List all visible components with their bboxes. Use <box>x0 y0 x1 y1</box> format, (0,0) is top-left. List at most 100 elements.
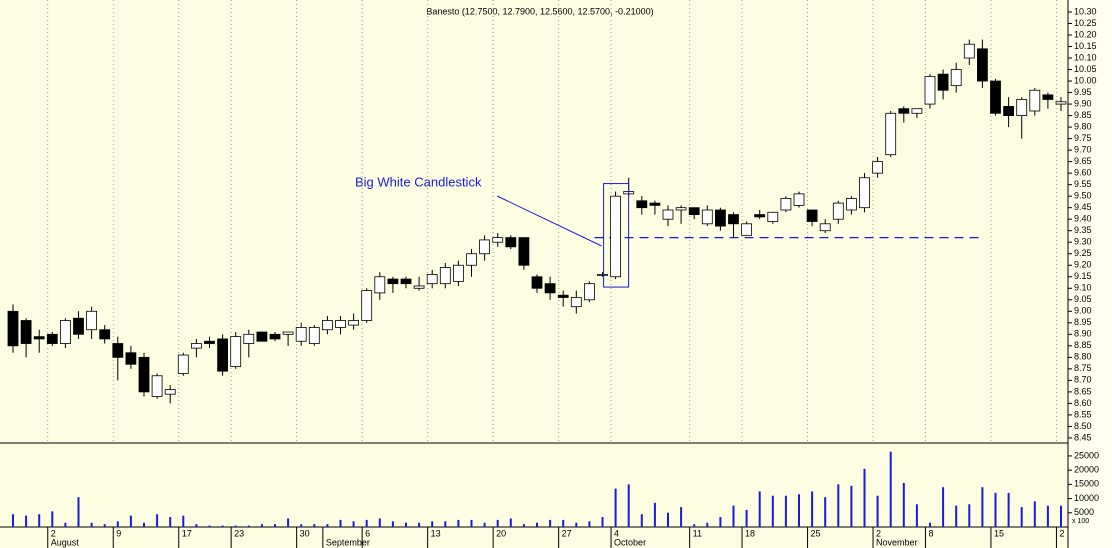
candle-body <box>1016 99 1028 116</box>
candle-body <box>361 290 373 321</box>
annotation-pointer <box>496 195 602 247</box>
volume-bar <box>470 519 473 527</box>
y-tick-label: 9.70 <box>1074 144 1092 154</box>
candle-body <box>492 237 504 243</box>
candle-body <box>439 267 451 285</box>
volume-bar <box>876 495 879 527</box>
y-tick-label: 9.85 <box>1074 110 1092 120</box>
x-tick-label: 15 <box>994 528 1004 538</box>
candle-body <box>60 320 71 344</box>
volume-bar <box>955 505 958 527</box>
candle-body <box>1055 101 1067 105</box>
candle-body <box>348 320 360 326</box>
candle-body <box>518 237 530 266</box>
candle-body <box>597 274 608 276</box>
candle-body <box>190 343 202 349</box>
volume-bar <box>601 517 604 527</box>
volume-bar <box>994 492 997 527</box>
y-tick-label: 9.75 <box>1074 133 1092 143</box>
volume-bar <box>365 519 368 527</box>
candle-body <box>204 340 215 344</box>
volume-bar <box>745 509 748 527</box>
volume-bar <box>784 495 787 527</box>
volume-bar <box>418 522 421 527</box>
volume-bar <box>300 524 303 527</box>
candle-body <box>20 320 32 344</box>
volume-bar <box>483 522 486 527</box>
y-tick-label: 9.15 <box>1074 271 1092 281</box>
volume-bar <box>247 525 250 527</box>
candle-body <box>584 283 595 301</box>
volume-bar <box>1020 507 1023 527</box>
volume-bar <box>929 522 931 527</box>
candle-body <box>138 356 150 393</box>
candle-body <box>426 274 438 285</box>
candle-body <box>1003 105 1014 116</box>
candle-body <box>570 297 582 308</box>
y-tick-label: 9.65 <box>1074 156 1092 166</box>
x-tick-label: 23 <box>234 528 244 538</box>
x-tick-label: 4 <box>614 528 619 538</box>
candle-body <box>963 43 975 59</box>
candle-body <box>217 338 229 372</box>
volume-bar <box>719 517 722 527</box>
candle-body <box>125 352 137 365</box>
volume-bar <box>326 524 329 527</box>
volume-bar <box>942 487 945 527</box>
volume-bar <box>12 514 14 527</box>
candle-body <box>806 209 818 222</box>
volume-bar <box>1007 492 1010 527</box>
volume-bar <box>863 468 866 527</box>
volume-bar <box>51 511 54 527</box>
volume-bar <box>981 487 984 527</box>
volume-bar <box>758 491 761 527</box>
candle-body <box>728 214 739 225</box>
y-tick-label: 8.80 <box>1074 352 1092 362</box>
candle-body <box>741 223 752 236</box>
volume-bar <box>90 522 93 527</box>
y-tick-label: 9.45 <box>1074 202 1092 212</box>
annotation: Big White Candlestick <box>355 174 482 189</box>
y-tick-label: 8.65 <box>1074 386 1092 396</box>
y-tick-label: 10.30 <box>1074 6 1097 16</box>
candle-body <box>832 202 844 220</box>
volume-bar <box>693 524 696 527</box>
x-tick-label: 2 <box>1059 528 1064 538</box>
y-tick-label: 9.90 <box>1074 98 1092 108</box>
volume-bar <box>352 521 355 527</box>
volume-bar <box>522 524 525 527</box>
volume-bar <box>103 524 106 527</box>
volume-bar <box>313 524 316 527</box>
volume-bar <box>195 524 198 527</box>
candle-body <box>282 331 294 335</box>
candle-body <box>112 343 124 358</box>
y-tick-label: 8.70 <box>1074 375 1092 385</box>
candle-body <box>990 80 1001 114</box>
volume-bar <box>706 522 709 527</box>
x-tick-label: 11 <box>693 528 702 538</box>
volume-bar <box>549 519 552 527</box>
y2-tick-label: 25000 <box>1074 450 1099 460</box>
x-tick-label: 8 <box>928 528 933 538</box>
candle-body <box>924 76 936 105</box>
candle-body <box>466 253 477 266</box>
y-tick-label: 9.10 <box>1074 283 1092 293</box>
candle-body <box>544 283 556 294</box>
candle-body <box>701 209 713 225</box>
candle-body <box>243 333 255 344</box>
candle-body <box>321 320 333 331</box>
volume-bar <box>640 514 643 527</box>
y-tick-label: 9.35 <box>1074 225 1092 235</box>
candle-body <box>1042 94 1054 100</box>
volume-bar <box>38 514 41 527</box>
candle-body <box>977 48 988 82</box>
volume-bar <box>837 484 840 527</box>
y-tick-label: 8.95 <box>1074 317 1092 327</box>
axis-background <box>1068 0 1112 548</box>
volume-bar <box>143 522 145 527</box>
volume-bar <box>156 514 159 527</box>
volume-bar <box>260 524 263 527</box>
candle-body <box>898 108 910 114</box>
candle-body <box>164 389 176 395</box>
x-tick-label: 20 <box>496 528 506 538</box>
